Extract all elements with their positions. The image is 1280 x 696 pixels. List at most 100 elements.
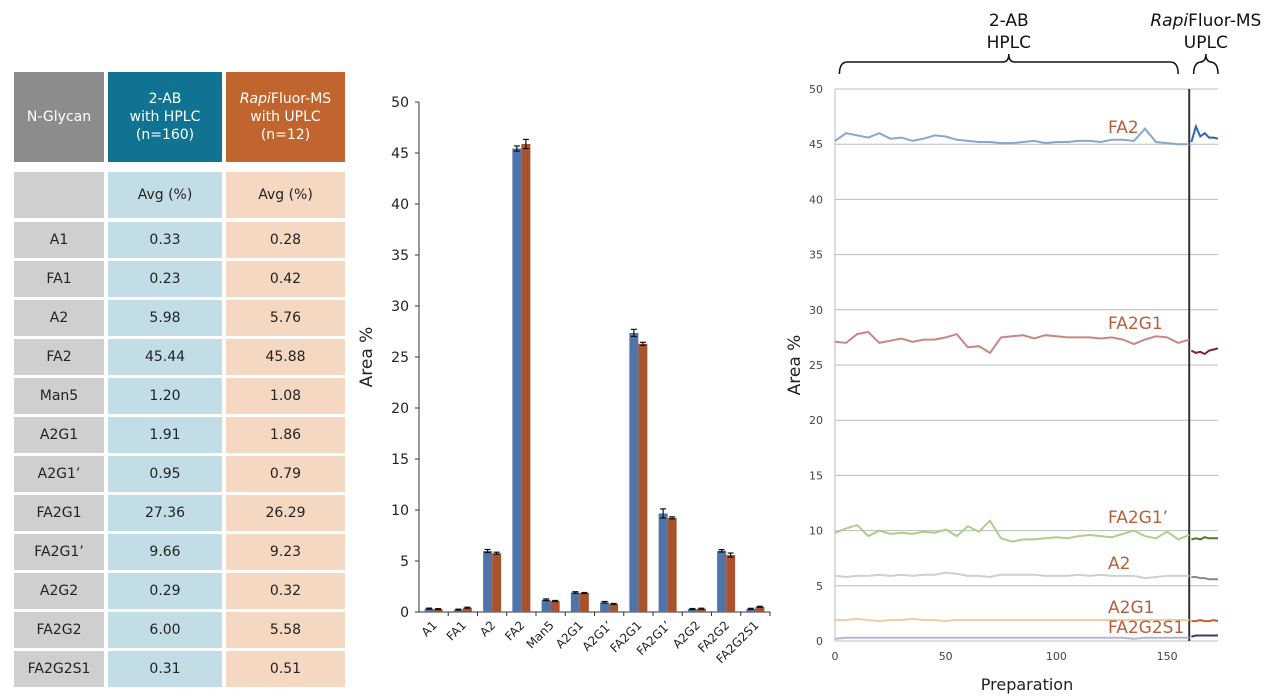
table-cell-hplc: 0.31 (108, 651, 222, 687)
table-cell-hplc: 0.33 (108, 222, 222, 258)
bar (696, 608, 706, 612)
table-cell-hplc: 27.36 (108, 495, 222, 531)
subheader-hplc: Avg (%) (108, 172, 222, 218)
subheader-glycan (14, 172, 104, 218)
table-cell-uplc: 0.51 (226, 651, 345, 687)
bar-y-tick-label: 10 (391, 503, 409, 519)
table-cell-glycan: A2G1’ (14, 456, 104, 492)
table-cell-glycan: FA1 (14, 261, 104, 297)
bar-y-tick-label: 15 (391, 452, 409, 468)
line-y-tick-label: 20 (809, 414, 823, 427)
series-line-hplc (835, 617, 1190, 623)
header-uplc-line3: (n=12) (260, 127, 311, 144)
series-line-uplc (1191, 536, 1218, 541)
table-cell-hplc: 1.91 (108, 417, 222, 453)
series-line-uplc (1190, 123, 1219, 143)
bar (629, 332, 639, 612)
series-label: A2 (1108, 554, 1130, 574)
bar-y-tick-label: 30 (391, 299, 409, 315)
bar (638, 343, 648, 612)
table-cell-hplc: 0.29 (108, 573, 222, 609)
table-cell-glycan: A2 (14, 300, 104, 336)
series-label: FA2G1 (1108, 314, 1163, 334)
series-line-hplc (834, 519, 1190, 543)
group-label-italic: Rapi (1150, 11, 1188, 31)
bar (512, 148, 522, 612)
group-label-line2: HPLC (987, 33, 1031, 53)
bar (433, 609, 443, 612)
group-label-line1: RapiFluor-MS (1150, 11, 1261, 31)
series-label: A2G1 (1108, 598, 1154, 618)
table-cell-hplc: 45.44 (108, 339, 222, 375)
bar (541, 599, 551, 612)
bar-x-tick-label: Man5 (524, 618, 557, 651)
group-label-line1: 2-AB (989, 11, 1029, 31)
bar (453, 609, 463, 612)
bar-y-tick-label: 25 (391, 350, 409, 366)
bar (462, 607, 472, 612)
table-cell-uplc: 26.29 (226, 495, 345, 531)
line-x-tick-label: 0 (832, 650, 839, 663)
series-line-uplc (1190, 347, 1219, 356)
table-cell-glycan: FA2 (14, 339, 104, 375)
header-hplc-line2: with HPLC (129, 108, 201, 125)
table-cell-glycan: FA2G2 (14, 612, 104, 648)
group-bracket (838, 53, 1179, 75)
bar (717, 550, 727, 612)
bar-y-tick-label: 45 (391, 146, 409, 162)
table-cell-uplc: 9.23 (226, 534, 345, 570)
bar (667, 517, 677, 612)
line-y-tick-label: 10 (809, 525, 823, 538)
table-cell-glycan: Man5 (14, 378, 104, 414)
series-line-hplc (834, 636, 1190, 640)
series-label: FA2 (1108, 118, 1139, 138)
bar (483, 551, 493, 612)
bar-y-axis-label: Area % (357, 327, 377, 388)
table-cell-uplc: 5.76 (226, 300, 345, 336)
table-cell-glycan: A2G1 (14, 417, 104, 453)
header-glycan-label: N-Glycan (26, 108, 92, 125)
table-cell-uplc: 5.58 (226, 612, 345, 648)
line-y-tick-label: 45 (809, 138, 823, 151)
line-y-tick-label: 5 (816, 580, 823, 593)
table-cell-glycan: FA2G1 (14, 495, 104, 531)
line-y-tick-label: 30 (809, 304, 823, 317)
table-cell-uplc: 0.32 (226, 573, 345, 609)
header-hplc-line1: 2-AB (148, 90, 182, 107)
series-line-hplc (834, 571, 1190, 580)
line-x-axis-label: Preparation (981, 675, 1073, 694)
bar (755, 606, 765, 612)
table-cell-uplc: 1.08 (226, 378, 345, 414)
bar-y-tick-label: 40 (391, 197, 409, 213)
line-y-tick-label: 35 (809, 249, 823, 262)
subheader-uplc: Avg (%) (226, 172, 345, 218)
line-x-tick-label: 100 (1046, 650, 1067, 663)
bar-x-tick-label: A1 (419, 618, 440, 639)
table-cell-uplc: 45.88 (226, 339, 345, 375)
line-y-axis-label: Area % (785, 335, 805, 396)
bar (658, 513, 668, 612)
table-cell-glycan: FA2G2S1 (14, 651, 104, 687)
header-uplc-italic: Rapi (239, 90, 271, 107)
line-y-tick-label: 50 (809, 83, 823, 96)
bar-y-tick-label: 50 (391, 95, 409, 111)
table-cell-glycan: FA2G1’ (14, 534, 104, 570)
series-line-uplc (1191, 634, 1218, 638)
header-glycan: N-Glycan (14, 72, 104, 162)
bar (492, 553, 502, 612)
table-cell-uplc: 0.79 (226, 456, 345, 492)
bar (521, 144, 531, 613)
table-cell-hplc: 6.00 (108, 612, 222, 648)
bar (746, 608, 756, 612)
header-uplc-line2: with UPLC (250, 108, 321, 125)
header-uplc-rest: Fluor-MS (270, 90, 332, 107)
bar (609, 603, 619, 612)
line-x-tick-label: 50 (939, 650, 953, 663)
bar-y-tick-label: 5 (400, 554, 409, 570)
table-cell-uplc: 0.28 (226, 222, 345, 258)
table-cell-hplc: 9.66 (108, 534, 222, 570)
line-y-tick-label: 40 (809, 193, 823, 206)
series-line-uplc (1191, 576, 1218, 581)
bar-y-tick-label: 20 (391, 401, 409, 417)
